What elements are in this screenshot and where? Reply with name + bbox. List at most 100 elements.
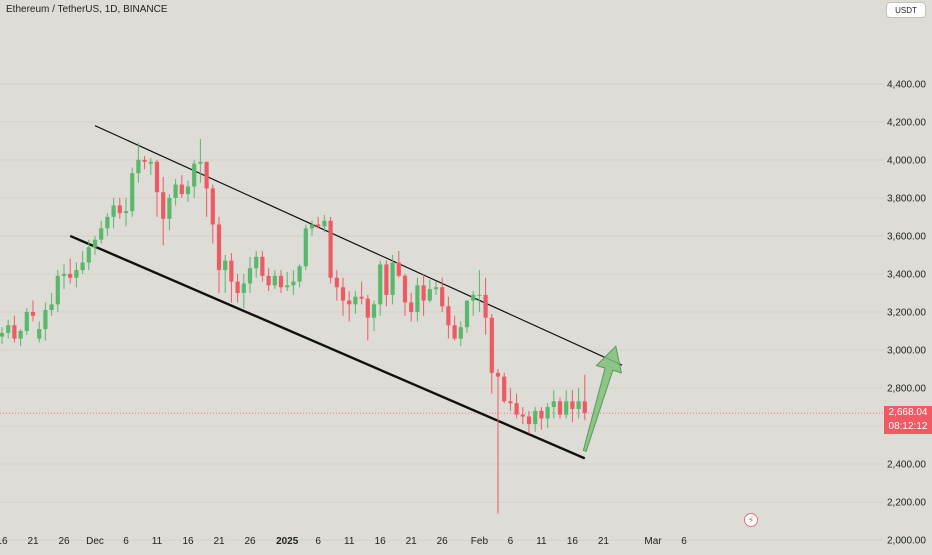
candle	[582, 374, 587, 421]
candle-body	[514, 403, 519, 415]
y-tick-label: 4,400.00	[887, 79, 926, 90]
candle	[136, 142, 141, 183]
candle	[514, 393, 519, 419]
x-tick-label: 11	[536, 536, 547, 547]
candle	[161, 176, 166, 246]
candle-body	[353, 296, 358, 305]
candle	[37, 321, 42, 343]
candle-body	[130, 173, 135, 212]
lightning-icon[interactable]: ⚡	[744, 513, 758, 527]
candle-body	[483, 294, 488, 318]
candle	[322, 215, 327, 233]
candle-body	[185, 186, 191, 195]
candle	[421, 273, 426, 316]
candle	[291, 270, 296, 295]
candle-body	[167, 197, 172, 219]
x-tick-label: 6	[681, 536, 687, 547]
candle	[216, 216, 222, 293]
candle	[359, 281, 364, 305]
candle	[111, 197, 116, 229]
candle-body	[30, 311, 36, 316]
candle	[278, 270, 284, 293]
candle-body	[173, 184, 178, 198]
x-tick-label: 11	[344, 536, 355, 547]
candle	[266, 268, 271, 292]
candle-body	[148, 161, 153, 164]
candle-body	[161, 192, 166, 219]
candle	[371, 300, 377, 331]
candle-body	[464, 300, 470, 328]
candle	[247, 256, 253, 293]
candle	[526, 410, 532, 434]
x-tick-label: 21	[406, 536, 418, 547]
candle	[347, 291, 352, 322]
candle-body	[266, 275, 271, 286]
candle-body	[316, 224, 321, 227]
candle-body	[111, 205, 116, 217]
chart-title: Ethereum / TetherUS, 1D, BINANCE	[6, 4, 168, 15]
x-tick-label: 16	[0, 536, 8, 547]
candle	[68, 258, 73, 284]
candle	[508, 388, 513, 411]
x-tick-label: 26	[244, 536, 256, 547]
candle	[334, 270, 339, 301]
candle-body	[557, 401, 563, 415]
y-tick-label: 2,800.00	[887, 384, 926, 395]
candle	[254, 251, 259, 278]
candle	[192, 159, 197, 198]
x-tick-label: 6	[123, 536, 129, 547]
candle-body	[229, 260, 234, 282]
x-tick-label: 6	[508, 536, 514, 547]
candle-body	[582, 401, 587, 414]
candle-body	[390, 262, 395, 295]
candle-body	[477, 294, 482, 296]
candle	[55, 270, 60, 312]
candle	[427, 279, 432, 303]
candle	[458, 321, 463, 347]
candle-body	[68, 273, 73, 278]
last-price-label: 2,668.04	[884, 406, 932, 421]
y-tick-label: 3,400.00	[887, 269, 926, 280]
candle	[43, 302, 48, 341]
candle-body	[260, 256, 265, 276]
x-tick-label: 26	[58, 536, 70, 547]
candle-body	[371, 304, 377, 318]
candle-body	[551, 401, 556, 408]
candle	[570, 389, 575, 423]
candle-body	[24, 311, 29, 331]
candle	[241, 273, 246, 309]
candle-body	[576, 401, 581, 409]
candle-body	[322, 220, 327, 227]
candle-body	[43, 310, 48, 330]
candle	[433, 281, 439, 295]
x-tick-label: 21	[213, 536, 225, 547]
candle	[557, 397, 563, 419]
candle-body	[92, 239, 98, 248]
candle	[533, 407, 538, 432]
candle	[520, 407, 525, 425]
candle-body	[526, 416, 532, 425]
candle	[464, 300, 470, 333]
candle	[86, 239, 91, 271]
candle-body	[285, 285, 290, 288]
candle-body	[105, 216, 110, 229]
candle-body	[328, 220, 333, 278]
candle-body	[80, 262, 85, 271]
x-tick-label: 16	[567, 536, 579, 547]
y-tick-label: 3,800.00	[887, 193, 926, 204]
x-tick-label: 26	[437, 536, 449, 547]
candle	[142, 156, 147, 170]
candle-body	[564, 401, 569, 415]
candle-body	[86, 247, 91, 263]
y-tick-label: 4,200.00	[887, 117, 926, 128]
candle-body	[396, 262, 401, 276]
y-tick-label: 2,200.00	[887, 498, 926, 509]
candle	[61, 264, 67, 290]
candle-body	[427, 289, 432, 301]
candle-body	[49, 304, 54, 311]
candle	[179, 175, 184, 198]
candle-body	[142, 159, 147, 162]
currency-button[interactable]: USDT	[886, 2, 926, 18]
